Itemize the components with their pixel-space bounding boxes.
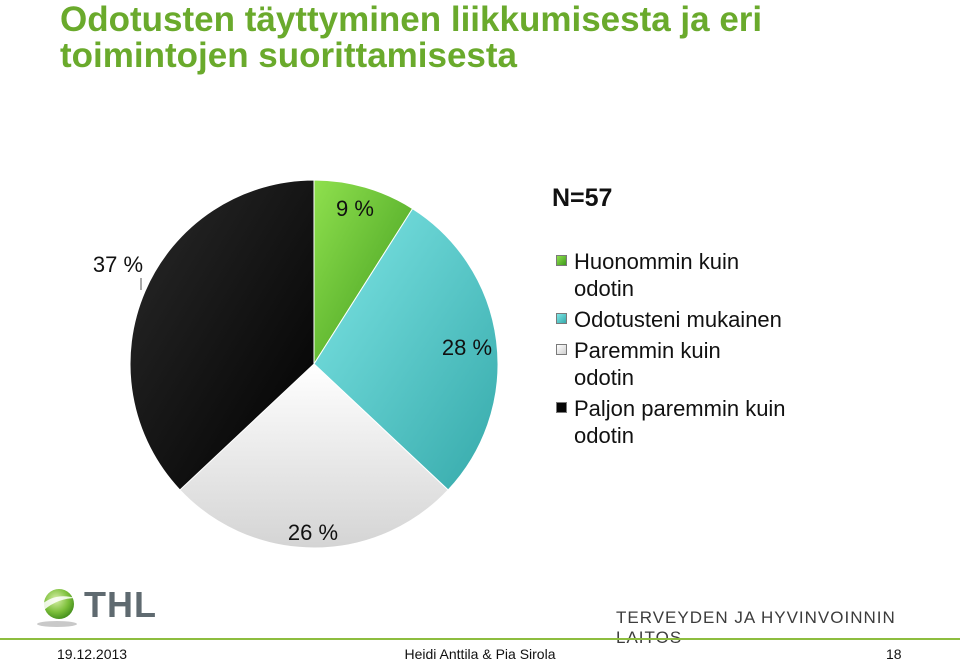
legend-item: Paremmin kuin odotin [556, 337, 786, 391]
thl-logo: THL [34, 584, 174, 628]
slice-value-label: 28 % [442, 335, 492, 360]
page-title: Odotusten täyttyminen liikkumisesta ja e… [60, 0, 763, 75]
page-number: 18 [886, 646, 902, 662]
legend-label: Huonommin kuin odotin [574, 249, 740, 301]
legend: Huonommin kuin odotin Odotusteni mukaine… [556, 248, 786, 453]
legend-label: Paljon paremmin kuin odotin [574, 396, 786, 448]
slice-value-label: 9 % [336, 196, 374, 221]
globe-icon [37, 589, 77, 627]
legend-swatch [556, 255, 567, 266]
legend-item: Odotusteni mukainen [556, 306, 786, 333]
legend-item: Paljon paremmin kuin odotin [556, 395, 786, 449]
pie-slice [313, 207, 499, 491]
sample-size-label: N=57 [552, 184, 613, 212]
footer-authors: Heidi Anttila & Pia Sirola [404, 646, 556, 662]
pie-slice [313, 179, 414, 366]
legend-label: Odotusteni mukainen [574, 307, 782, 332]
slice-value-label: 37 % [93, 252, 143, 277]
slice-value-label: 26 % [288, 520, 338, 545]
pie-slice [129, 179, 315, 491]
footer-date: 19.12.2013 [57, 646, 128, 662]
legend-swatch [556, 344, 567, 355]
legend-swatch [556, 402, 567, 413]
institute-name: TERVEYDEN JA HYVINVOINNIN LAITOS [616, 608, 896, 647]
logo-text: THL [84, 584, 157, 625]
legend-swatch [556, 313, 567, 324]
legend-item: Huonommin kuin odotin [556, 248, 786, 302]
footer: 19.12.2013 Heidi Anttila & Pia Sirola 18 [0, 638, 960, 663]
legend-label: Paremmin kuin odotin [574, 338, 721, 390]
pie-slice [179, 363, 449, 549]
